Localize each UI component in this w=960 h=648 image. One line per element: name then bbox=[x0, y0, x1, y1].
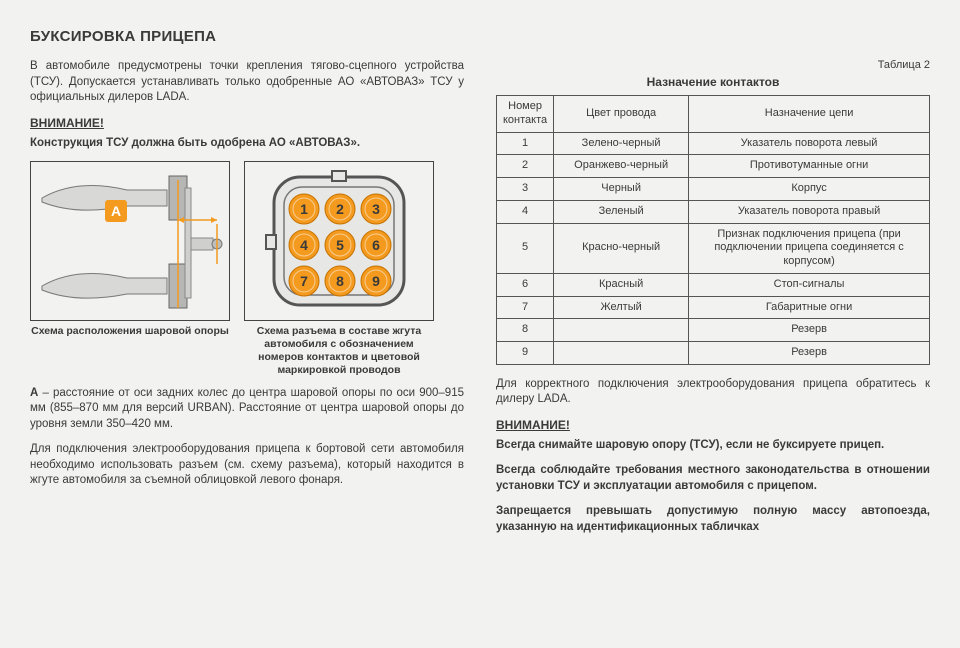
two-column-layout: В автомобиле предусмотрены точки креплен… bbox=[30, 59, 930, 535]
table-row: 9 Резерв bbox=[497, 342, 930, 365]
note-a-text: – расстояние от оси задних колес до цент… bbox=[30, 387, 464, 430]
connector-pin-label: 6 bbox=[372, 237, 380, 253]
diagram-connector-caption: Схема разъема в составе жгута автомобиля… bbox=[244, 325, 434, 378]
connector-pin-label: 4 bbox=[300, 237, 308, 253]
dimension-label-a: A bbox=[105, 200, 127, 222]
table-header-row: Номер контакта Цвет провода Назначение ц… bbox=[497, 96, 930, 133]
cell-n: 6 bbox=[497, 273, 554, 296]
connector-pin-label: 7 bbox=[300, 273, 308, 289]
note-wiring: Для подключения электрооборудования приц… bbox=[30, 442, 464, 489]
warning-1-heading: ВНИМАНИЕ! bbox=[30, 116, 464, 130]
warning-2-line-1: Всегда снимайте шаровую опору (ТСУ), есл… bbox=[496, 438, 930, 454]
cell-purpose: Противотуманные огни bbox=[689, 155, 930, 178]
cell-color: Красно-черный bbox=[554, 223, 689, 273]
cell-n: 3 bbox=[497, 178, 554, 201]
cell-color: Зеленый bbox=[554, 200, 689, 223]
th-number: Номер контакта bbox=[497, 96, 554, 133]
warning-2-heading: ВНИМАНИЕ! bbox=[496, 418, 930, 432]
cell-purpose: Корпус bbox=[689, 178, 930, 201]
right-paragraph: Для корректного подключения электрообору… bbox=[496, 377, 930, 408]
diagram-ball-joint-caption: Схема расположения шаровой опоры bbox=[30, 325, 230, 338]
cell-purpose: Указатель поворота правый bbox=[689, 200, 930, 223]
cell-n: 1 bbox=[497, 132, 554, 155]
cell-purpose: Признак подключения прицепа (при подключ… bbox=[689, 223, 930, 273]
diagram-connector-frame: 1 2 3 4 5 6 7 8 9 bbox=[244, 161, 434, 321]
page-title: БУКСИРОВКА ПРИЦЕПА bbox=[30, 28, 930, 45]
cell-n: 8 bbox=[497, 319, 554, 342]
table-row: 6КрасныйСтоп-сигналы bbox=[497, 273, 930, 296]
connector-pin-label: 5 bbox=[336, 237, 344, 253]
cell-purpose: Резерв bbox=[689, 342, 930, 365]
table-row: 8 Резерв bbox=[497, 319, 930, 342]
cell-color: Зелено-черный bbox=[554, 132, 689, 155]
cell-color: Желтый bbox=[554, 296, 689, 319]
cell-color bbox=[554, 342, 689, 365]
connector-pin-label: 3 bbox=[372, 201, 380, 217]
ball-joint-svg bbox=[37, 168, 225, 316]
connector-pin-label: 9 bbox=[372, 273, 380, 289]
warning-2-line-3: Запрещается превышать допустимую полную … bbox=[496, 504, 930, 535]
th-purpose: Назначение цепи bbox=[689, 96, 930, 133]
table-row: 2Оранжево-черныйПротивотуманные огни bbox=[497, 155, 930, 178]
cell-purpose: Резерв bbox=[689, 319, 930, 342]
cell-n: 7 bbox=[497, 296, 554, 319]
table-row: 7ЖелтыйГабаритные огни bbox=[497, 296, 930, 319]
diagram-row: A Схема расположения шаровой опоры 1 2 3 bbox=[30, 161, 464, 378]
table-row: 3ЧерныйКорпус bbox=[497, 178, 930, 201]
contacts-table: Номер контакта Цвет провода Назначение ц… bbox=[496, 95, 930, 365]
connector-pin-label: 2 bbox=[336, 201, 344, 217]
note-dimension-a: A – расстояние от оси задних колес до це… bbox=[30, 386, 464, 433]
cell-color bbox=[554, 319, 689, 342]
connector-svg: 1 2 3 4 5 6 7 8 9 bbox=[254, 167, 424, 315]
cell-n: 4 bbox=[497, 200, 554, 223]
note-a-prefix: A bbox=[30, 387, 38, 399]
connector-pin-label: 8 bbox=[336, 273, 344, 289]
diagram-ball-joint-frame: A bbox=[30, 161, 230, 321]
diagram-ball-joint: A Схема расположения шаровой опоры bbox=[30, 161, 230, 378]
right-column: Таблица 2 Назначение контактов Номер кон… bbox=[492, 59, 930, 535]
diagram-connector: 1 2 3 4 5 6 7 8 9 Схема разъема в составе жгута … bbox=[244, 161, 434, 378]
cell-purpose: Указатель поворота левый bbox=[689, 132, 930, 155]
cell-color: Черный bbox=[554, 178, 689, 201]
cell-n: 5 bbox=[497, 223, 554, 273]
intro-paragraph: В автомобиле предусмотрены точки креплен… bbox=[30, 59, 464, 106]
cell-purpose: Габаритные огни bbox=[689, 296, 930, 319]
table-row: 1Зелено-черныйУказатель поворота левый bbox=[497, 132, 930, 155]
left-column: В автомобиле предусмотрены точки креплен… bbox=[30, 59, 468, 535]
cell-color: Оранжево-черный bbox=[554, 155, 689, 178]
warning-2-line-2: Всегда соблюдайте требования местного за… bbox=[496, 463, 930, 494]
th-color: Цвет провода bbox=[554, 96, 689, 133]
connector-pin-label: 1 bbox=[300, 201, 308, 217]
cell-n: 9 bbox=[497, 342, 554, 365]
cell-n: 2 bbox=[497, 155, 554, 178]
cell-color: Красный bbox=[554, 273, 689, 296]
cell-purpose: Стоп-сигналы bbox=[689, 273, 930, 296]
table-number-label: Таблица 2 bbox=[496, 59, 930, 71]
table-row: 5Красно-черныйПризнак подключения прицеп… bbox=[497, 223, 930, 273]
warning-1-text: Конструкция ТСУ должна быть одобрена АО … bbox=[30, 136, 464, 152]
table-row: 4ЗеленыйУказатель поворота правый bbox=[497, 200, 930, 223]
table-title: Назначение контактов bbox=[496, 75, 930, 89]
